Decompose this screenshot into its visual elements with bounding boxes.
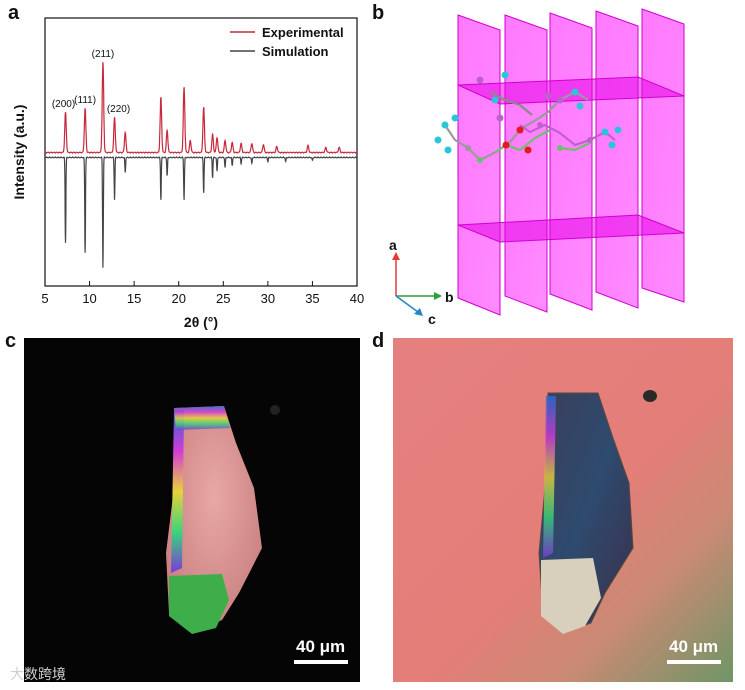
x-tick-label: 5 (41, 291, 48, 306)
x-tick-label: 40 (350, 291, 364, 306)
peak-annotation: (211) (92, 49, 115, 60)
peak-annotation: (200) (52, 99, 75, 110)
micrograph-c: 40 μm (24, 338, 360, 682)
molecule (434, 71, 622, 163)
peak-annotation: (111) (74, 95, 96, 106)
panel-label-a: a (8, 2, 20, 24)
x-tick-label: 20 (171, 291, 185, 306)
panel-label-b: b (372, 2, 385, 24)
horizontal-plane-bottom (457, 214, 685, 243)
panel-label-c: c (5, 330, 17, 352)
crystal-rainbow-edge-d (543, 396, 556, 558)
legend-label-experimental: Experimental (262, 25, 344, 40)
panel-label-d: d (372, 330, 385, 352)
legend-label-simulation: Simulation (262, 44, 329, 59)
crystal-green-region (169, 574, 229, 634)
scale-label-d: 40 μm (669, 637, 719, 656)
x-tick-label: 10 (82, 291, 96, 306)
watermark: 大数跨境 (10, 667, 66, 683)
scale-bar-d (667, 660, 721, 664)
x-tick-label: 25 (216, 291, 230, 306)
axis-label-c: c (428, 311, 436, 327)
lattice-plane (457, 14, 501, 316)
scale-label-c: 40 μm (296, 637, 346, 656)
crystal-bright-region (541, 558, 601, 634)
experimental-series-line (44, 62, 358, 155)
crystal-rainbow-edge (171, 410, 184, 573)
vertical-planes (457, 8, 685, 316)
axis-label-b: b (445, 289, 454, 305)
lattice-plane (549, 12, 593, 311)
peak-annotation: (220) (107, 104, 130, 115)
x-tick-label: 15 (127, 291, 141, 306)
xrd-chart: 5 10 15 20 25 30 35 40 (200)(111) (211) (220) Exp… (11, 17, 364, 330)
lattice-plane (641, 8, 685, 303)
lattice-plane (504, 14, 548, 313)
lattice-plane (595, 10, 639, 309)
y-axis-label: Intensity (a.u.) (11, 105, 27, 200)
x-tick-label: 30 (261, 291, 275, 306)
scale-bar-c (294, 660, 348, 664)
horizontal-plane-top (457, 76, 685, 105)
micrograph-d: 40 μm (393, 338, 733, 682)
axis-label-a: a (389, 237, 397, 253)
axes-triad (392, 252, 442, 316)
x-axis-label: 2θ (°) (184, 314, 218, 330)
simulation-series-line (44, 155, 358, 268)
x-tick-label: 35 (305, 291, 319, 306)
